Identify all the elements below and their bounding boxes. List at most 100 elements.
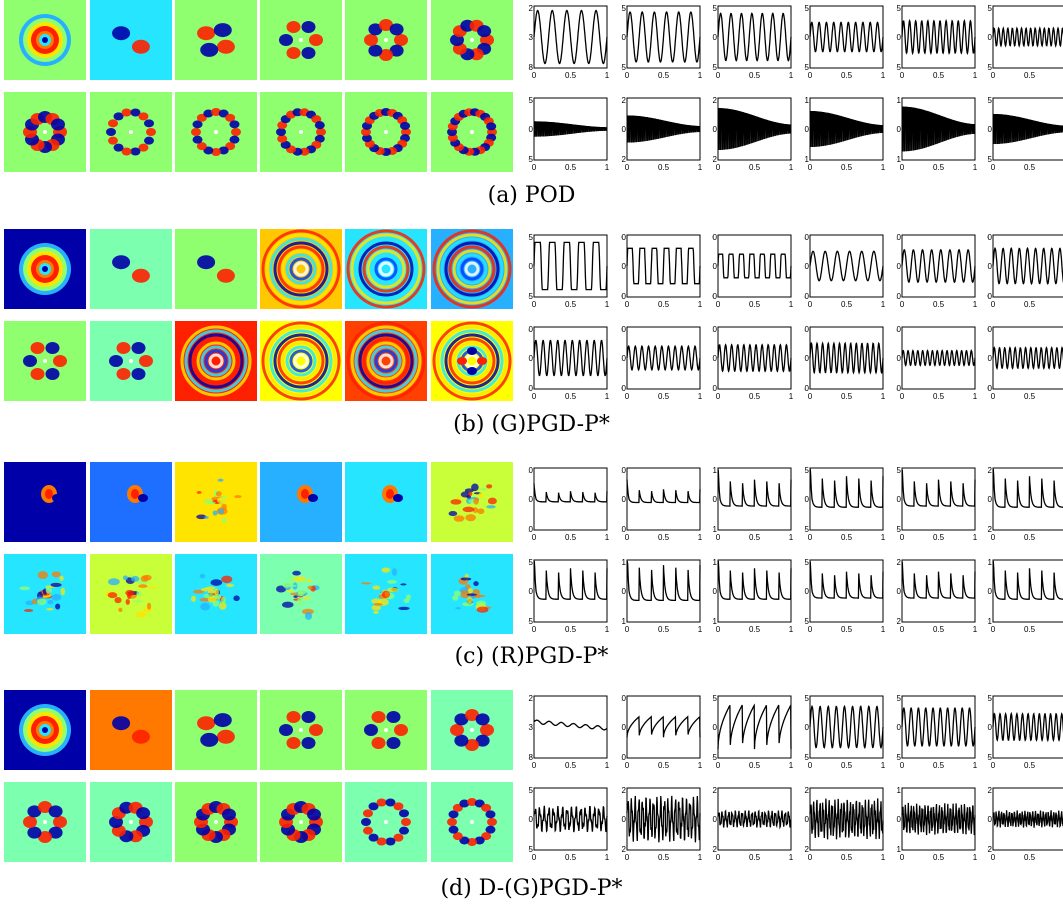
mode-map-ring: [261, 321, 341, 401]
x-tick-label: 0.5: [749, 300, 761, 309]
mode-map-ring: [362, 337, 410, 385]
mode-map-ring: [378, 353, 394, 369]
x-tick-label: 0: [991, 163, 996, 172]
mode-map-blob: [218, 602, 227, 610]
x-tick-label: 0: [532, 300, 537, 309]
mode-map-lobe: [400, 121, 411, 130]
y-tick-label: 2.8: [528, 63, 534, 72]
x-tick-label: 0.5: [565, 300, 577, 309]
mode-map-ring: [354, 329, 418, 393]
mode-map-blob: [477, 508, 485, 515]
time-plot: 50−500.51: [712, 4, 794, 80]
x-tick-label: 0: [808, 853, 813, 862]
mode-map-lobe: [316, 128, 326, 136]
y-tick-label: −50: [528, 384, 534, 393]
mode-map-lobe: [192, 135, 203, 144]
x-tick-label: 0: [900, 71, 905, 80]
y-tick-label: −5: [621, 63, 627, 72]
mode-map-blob: [199, 573, 206, 579]
time-plot: 50−500.51: [621, 4, 703, 80]
y-tick-label: 3: [529, 33, 534, 42]
mode-map-spot: [131, 489, 139, 499]
mode-map-lobe: [109, 355, 123, 367]
mode-map-center: [470, 820, 474, 824]
y-tick-label: 5: [529, 233, 534, 242]
x-tick-label: 1: [605, 625, 610, 634]
mode-map-lobe: [399, 826, 410, 835]
mode-map-lobe: [107, 136, 118, 145]
series-line: [626, 560, 701, 602]
time-plot: 20−200.51: [621, 786, 703, 862]
x-tick-label: 0.5: [933, 761, 945, 770]
mode-map: [345, 462, 427, 542]
mode-map-lobe: [131, 39, 150, 54]
mode-map-blob: [148, 586, 158, 589]
x-tick-label: 1: [973, 853, 978, 862]
mode-map-ring: [358, 333, 414, 389]
mode-map: [431, 0, 513, 80]
mode-map-lobe: [131, 367, 146, 380]
time-plot: 20−200.51: [987, 786, 1063, 862]
mode-map-lobe: [221, 808, 236, 821]
mode-map-blob: [50, 582, 62, 587]
x-tick-label: 1: [789, 853, 794, 862]
mode-map-lobe: [279, 724, 293, 736]
x-tick-label: 1: [973, 761, 978, 770]
x-tick-label: 0: [991, 71, 996, 80]
mode-map-lobe: [457, 357, 467, 365]
mode-map-blob: [373, 610, 379, 615]
x-tick-label: 0.5: [749, 853, 761, 862]
mode-map-lobe: [368, 23, 383, 36]
y-tick-label: 5: [805, 558, 810, 567]
x-tick-label: 0: [716, 761, 721, 770]
mode-map-center: [214, 820, 218, 824]
mode-map-blob: [140, 575, 149, 582]
mode-map-blob: [301, 608, 314, 615]
y-tick-label: 100: [712, 233, 718, 242]
x-tick-label: 0: [808, 533, 813, 542]
mode-map-blob: [453, 590, 461, 597]
mode-map: [90, 554, 172, 634]
x-tick-label: 0.5: [841, 761, 853, 770]
y-tick-label: −5: [528, 292, 534, 301]
series-line: [626, 247, 701, 285]
mode-map-lobe: [200, 42, 219, 57]
mode-map-center: [129, 359, 133, 363]
x-tick-label: 0: [716, 533, 721, 542]
mode-map-lobe: [361, 128, 371, 136]
mode-map-lobe: [200, 732, 219, 747]
series-line: [809, 561, 884, 599]
time-plot: 50−500.51: [987, 694, 1063, 770]
mode-map-lobe: [467, 347, 477, 355]
y-tick-label: 20: [712, 325, 718, 334]
mode-map-center: [384, 130, 388, 134]
mode-map-blob: [191, 511, 199, 515]
mode-map-lobe: [213, 713, 232, 728]
y-tick-label: −5: [896, 753, 902, 762]
mode-map-blob: [215, 491, 222, 497]
x-tick-label: 1: [605, 163, 610, 172]
mode-map: [431, 229, 513, 309]
mode-map-lobe: [301, 736, 316, 749]
y-tick-label: 0: [622, 723, 627, 732]
y-tick-label: 5: [988, 4, 993, 13]
time-plot: 50−500.51: [712, 694, 794, 770]
mode-map-lobe: [467, 838, 477, 846]
mode-map-lobe: [277, 121, 288, 130]
mode-map-lobe: [45, 367, 60, 380]
mode-map-blob: [486, 505, 496, 509]
series-line: [717, 343, 792, 373]
time-plot: 50−500.51: [896, 4, 978, 80]
mode-map-lobe: [112, 716, 131, 731]
mode-map-ring: [456, 253, 488, 285]
x-tick-label: 0: [532, 625, 537, 634]
x-tick-label: 0: [625, 761, 630, 770]
y-tick-label: 10: [896, 233, 902, 242]
y-tick-label: 5: [622, 4, 627, 13]
mode-map-lobe: [196, 142, 207, 151]
mode-map-lobe: [301, 711, 316, 724]
series-line: [717, 108, 791, 150]
mode-map-blob: [473, 497, 479, 505]
y-tick-label: 200: [987, 325, 993, 334]
